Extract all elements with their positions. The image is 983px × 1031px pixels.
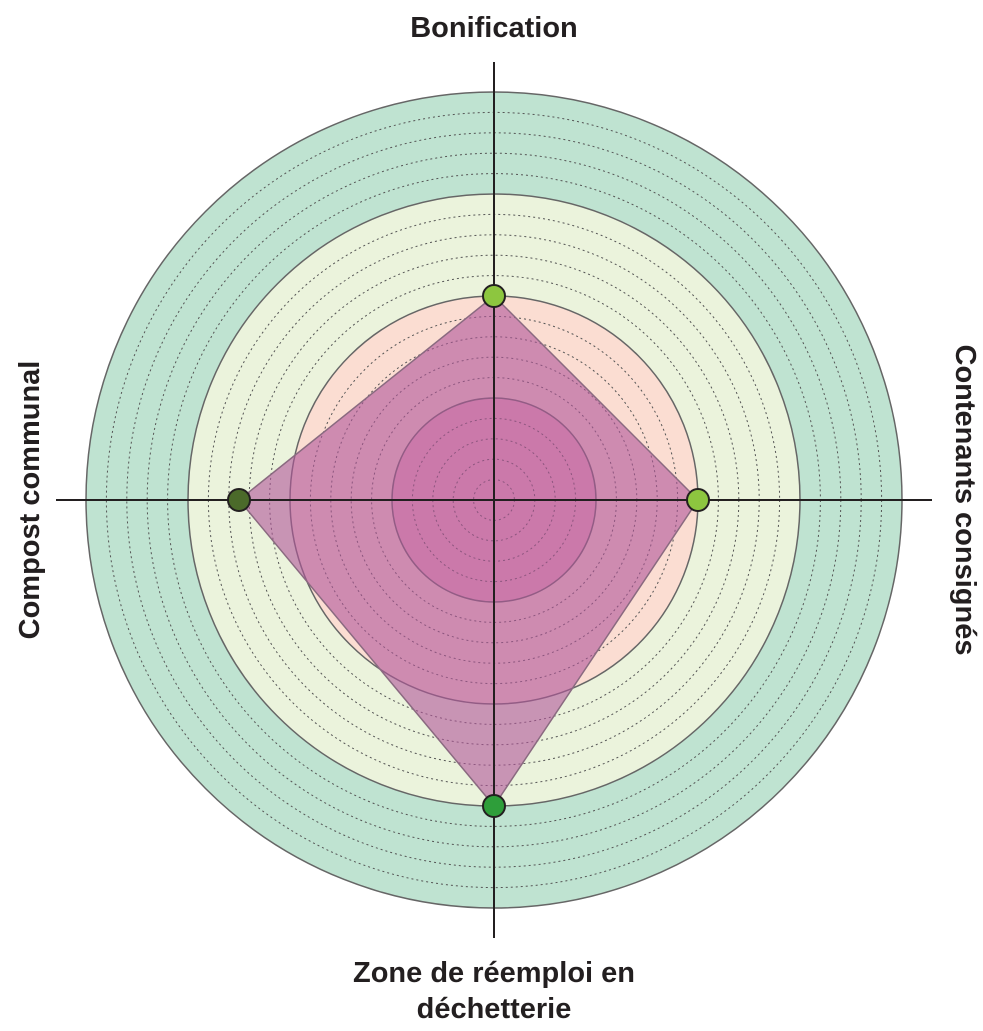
axis-label: Bonification xyxy=(410,12,578,44)
axis-label: Compost communal xyxy=(14,360,46,640)
data-point xyxy=(482,794,506,818)
axis-label: Contenants consignés xyxy=(949,344,981,656)
data-point xyxy=(227,488,251,512)
data-point xyxy=(686,488,710,512)
data-point xyxy=(482,284,506,308)
axis-label: Zone de réemploi en déchetterie xyxy=(353,957,635,1025)
